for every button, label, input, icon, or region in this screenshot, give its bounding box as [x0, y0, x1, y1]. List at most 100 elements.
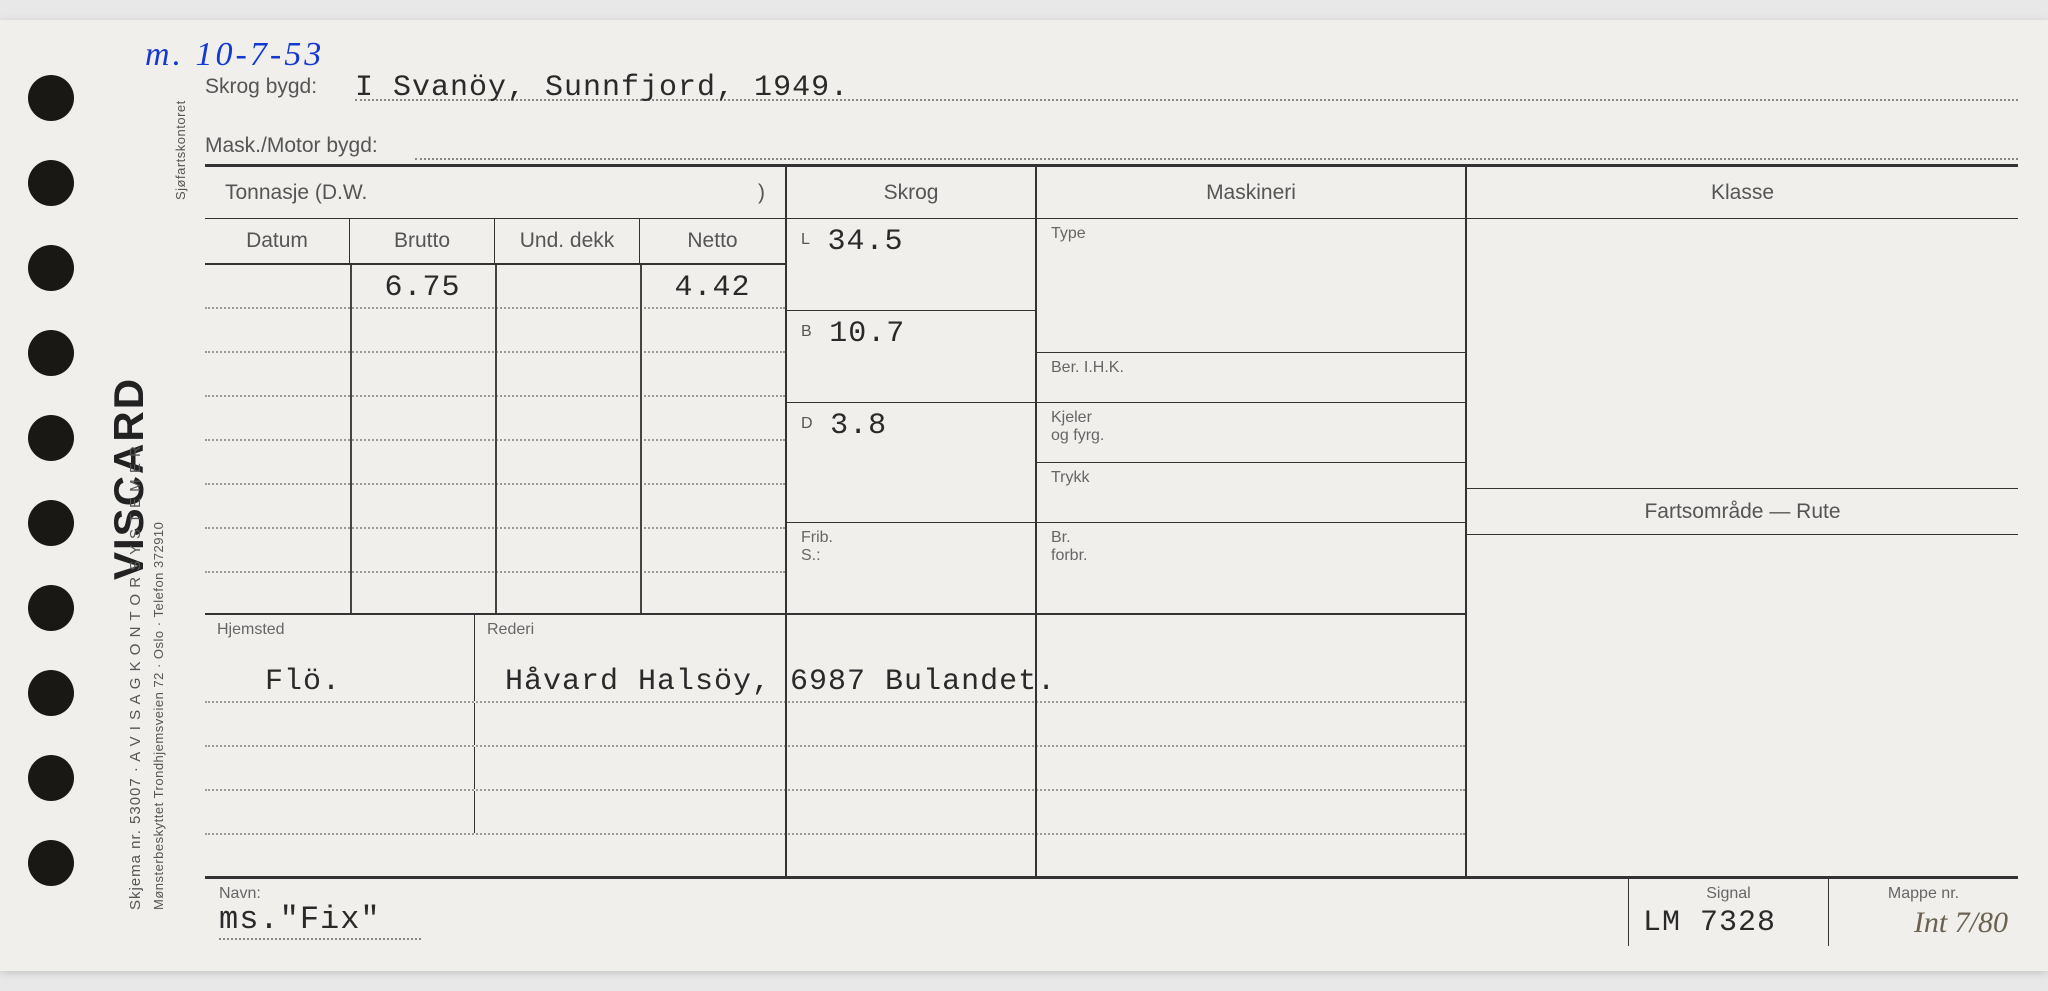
cell-mappe: Mappe nr. Int 7/80 — [1828, 879, 2018, 946]
cell-type: Type — [1037, 219, 1465, 353]
col-maskineri: Maskineri Type Ber. I.H.K. Kjeler og fyr… — [1035, 167, 1465, 876]
label-tonnasje-r: ) — [758, 181, 765, 205]
tonnasje-cell-netto: 4.42 — [640, 265, 785, 307]
klasse-top — [1467, 219, 2018, 489]
hole — [28, 670, 74, 716]
cell-br: Br. forbr. — [1037, 523, 1465, 615]
col-tonnasje: Tonnasje (D.W. ) Datum Brutto Und. dekk … — [205, 167, 785, 876]
tonnasje-cell-datum — [205, 441, 350, 483]
tonnasje-value: 4.42 — [674, 271, 750, 305]
value-skrog-bygd: I Svanöy, Sunnfjord, 1949. — [355, 71, 849, 105]
cell-ber: Ber. I.H.K. — [1037, 353, 1465, 403]
card-body: m. 10-7-53 Skrog bygd: I Svanöy, Sunnfjo… — [205, 62, 2018, 946]
header-skrog: Skrog — [787, 167, 1035, 219]
col-brutto: Brutto — [350, 219, 495, 263]
tonnasje-cell-und_dekk — [495, 309, 640, 351]
label-B: B — [801, 323, 812, 341]
tonnasje-cell-netto — [640, 441, 785, 483]
value-signal: LM 7328 — [1643, 906, 1776, 940]
skrog-body: L 34.5 B 10.7 D 3.8 Frib. S.: — [787, 219, 1035, 876]
main-grid: Tonnasje (D.W. ) Datum Brutto Und. dekk … — [205, 164, 2018, 876]
tonnasje-cell-brutto — [350, 485, 495, 527]
label-L: L — [801, 231, 810, 249]
cell-signal: Signal LM 7328 — [1628, 879, 1828, 946]
tonnasje-cell-und_dekk — [495, 441, 640, 483]
value-navn: ms."Fix" — [219, 901, 421, 940]
line-mask-motor: Mask./Motor bygd: — [205, 121, 2018, 166]
col-skrog: Skrog L 34.5 B 10.7 D 3.8 Frib — [785, 167, 1035, 876]
line-skrog-bygd: Skrog bygd: I Svanöy, Sunnfjord, 1949. — [205, 62, 2018, 107]
side-line2: Mønsterbeskyttet Trondhjemsveien 72 · Os… — [151, 522, 166, 910]
label-mappe: Mappe nr. — [1841, 885, 2006, 903]
bottom-strip: Navn: ms."Fix" Signal LM 7328 Mappe nr. … — [205, 876, 2018, 946]
tonnasje-cell-datum — [205, 309, 350, 351]
cell-navn: Navn: ms."Fix" — [205, 879, 1628, 946]
tonnasje-cell-brutto — [350, 441, 495, 483]
vline — [495, 265, 497, 613]
label-br: Br. forbr. — [1051, 529, 1087, 564]
label-D: D — [801, 415, 813, 433]
label-fartsomrade: Fartsområde — Rute — [1644, 500, 1840, 524]
tonnasje-cell-und_dekk — [495, 353, 640, 395]
subhead-tonnasje: Datum Brutto Und. dekk Netto — [205, 219, 785, 265]
label-kjeler: Kjeler og fyrg. — [1051, 409, 1104, 444]
mask-body: Type Ber. I.H.K. Kjeler og fyrg. Trykk B… — [1037, 219, 1465, 876]
punch-holes — [20, 20, 80, 971]
tonnasje-cell-netto — [640, 397, 785, 439]
label-skrog: Skrog — [884, 181, 939, 205]
value-mask-motor-line — [415, 134, 2018, 160]
cell-D: D 3.8 — [787, 403, 1035, 523]
label-trykk: Trykk — [1051, 469, 1090, 486]
vline — [350, 265, 352, 613]
klasse-body: Fartsområde — Rute — [1467, 219, 2018, 876]
tonnasje-cell-datum — [205, 529, 350, 571]
header-maskineri: Maskineri — [1037, 167, 1465, 219]
tonnasje-cell-brutto — [350, 309, 495, 351]
value-skrog-bygd-line: I Svanöy, Sunnfjord, 1949. — [355, 71, 2018, 101]
tonnasje-cell-und_dekk — [495, 485, 640, 527]
label-frib: Frib. S.: — [801, 529, 833, 565]
col-klasse: Klasse Fartsområde — Rute — [1465, 167, 2018, 876]
tonnasje-cell-und_dekk — [495, 397, 640, 439]
side-line1: Skjema nr. 53007 · A V I S A G K O N T O… — [127, 445, 144, 910]
hole — [28, 755, 74, 801]
label-navn: Navn: — [219, 885, 261, 902]
tonnasje-cell-netto — [640, 353, 785, 395]
tonnasje-cell-netto — [640, 485, 785, 527]
label-mask-motor: Mask./Motor bygd: — [205, 134, 378, 158]
value-L: 34.5 — [828, 225, 904, 259]
hole — [28, 160, 74, 206]
hole — [28, 330, 74, 376]
tonnasje-value: 6.75 — [384, 271, 460, 305]
value-mappe-hand: Int 7/80 — [1914, 906, 2008, 940]
tonnasje-cell-datum — [205, 265, 350, 307]
header-klasse: Klasse — [1467, 167, 2018, 219]
index-card: Sjøfartskontoret VISCARD Skjema nr. 5300… — [0, 20, 2048, 971]
tonnasje-cell-datum — [205, 397, 350, 439]
label-ber: Ber. I.H.K. — [1051, 359, 1124, 376]
hjemsted-cell — [205, 703, 475, 745]
label-skrog-bygd: Skrog bygd: — [205, 75, 317, 99]
cell-B: B 10.7 — [787, 311, 1035, 403]
hjemsted-cell — [205, 791, 475, 833]
tonnasje-body: 6.75 4.42 — [205, 265, 785, 615]
side-sjofart: Sjøfartskontoret — [173, 100, 188, 200]
col-unddekk: Und. dekk — [495, 219, 640, 263]
hole — [28, 415, 74, 461]
hole — [28, 585, 74, 631]
col-netto: Netto — [640, 219, 785, 263]
vline — [640, 265, 642, 613]
tonnasje-cell-brutto — [350, 353, 495, 395]
header-tonnasje: Tonnasje (D.W. ) — [205, 167, 785, 219]
hole — [28, 840, 74, 886]
tonnasje-cell-datum — [205, 485, 350, 527]
side-print: Sjøfartskontoret VISCARD Skjema nr. 5300… — [95, 20, 205, 971]
tonnasje-cell-und_dekk — [495, 529, 640, 571]
hjemsted-value: Flö. — [265, 665, 341, 699]
label-tonnasje-l: Tonnasje (D.W. — [225, 181, 367, 205]
hjemsted-cell: Flö. — [205, 659, 475, 701]
label-klasse: Klasse — [1711, 181, 1774, 205]
tonnasje-cell-brutto — [350, 529, 495, 571]
tonnasje-cell-brutto: 6.75 — [350, 265, 495, 307]
col-datum: Datum — [205, 219, 350, 263]
